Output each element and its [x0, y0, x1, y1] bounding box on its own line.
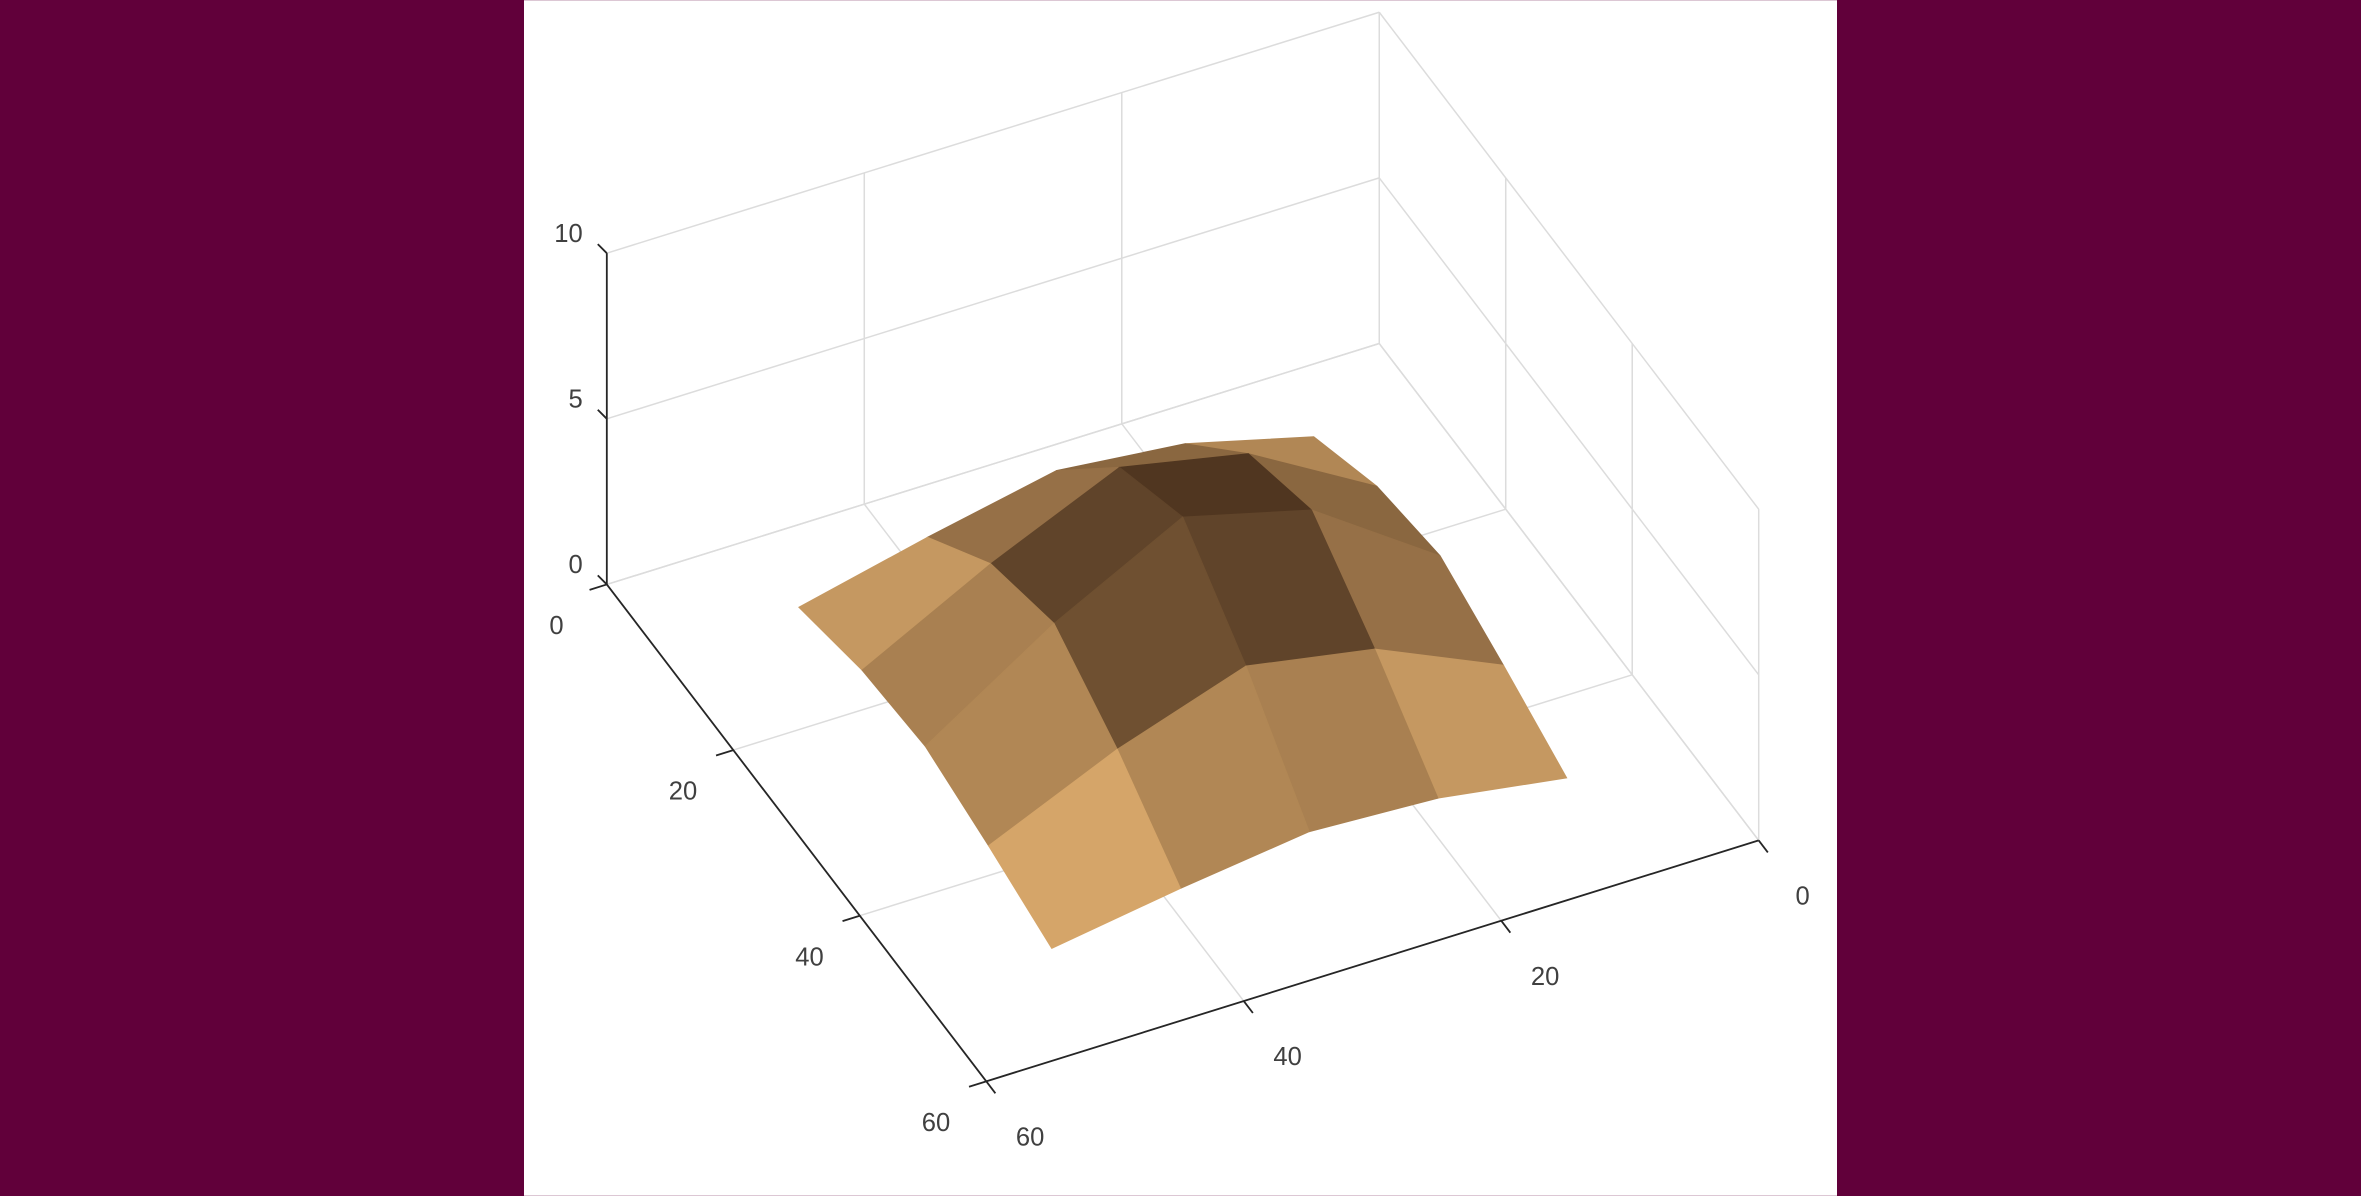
x-axis	[985, 839, 1759, 1083]
x-tick-label: 20	[1531, 963, 1559, 991]
y-axis	[606, 583, 987, 1082]
y-tick-label: 60	[922, 1109, 950, 1137]
y-tick-label: 0	[549, 612, 563, 640]
grid-line	[1378, 177, 1760, 676]
grid-line	[606, 11, 1380, 254]
y-tick-label: 20	[669, 778, 697, 806]
x-tick-label: 0	[1795, 883, 1809, 911]
tick-mark	[968, 1080, 987, 1088]
z-tick-label: 5	[568, 386, 582, 414]
tick-mark	[1500, 920, 1512, 934]
tick-mark	[1757, 839, 1769, 853]
tick-mark	[597, 409, 608, 420]
z-tick-label: 10	[554, 220, 582, 248]
tick-mark	[1243, 1000, 1254, 1014]
grid-line	[1378, 11, 1760, 510]
tick-mark	[597, 574, 608, 586]
surface-patch	[987, 748, 1182, 950]
grid-line	[606, 177, 1380, 420]
grid-line	[1378, 343, 1760, 841]
tick-mark	[842, 914, 861, 922]
tick-mark	[597, 243, 608, 254]
y-tick-label: 40	[795, 943, 823, 971]
x-tick-label: 60	[1016, 1124, 1044, 1152]
tick-mark	[715, 749, 734, 757]
grid-line	[606, 342, 1380, 586]
z-tick-label: 0	[568, 551, 582, 579]
x-tick-label: 40	[1273, 1043, 1301, 1071]
tick-mark	[589, 583, 608, 591]
tick-mark	[985, 1080, 997, 1094]
